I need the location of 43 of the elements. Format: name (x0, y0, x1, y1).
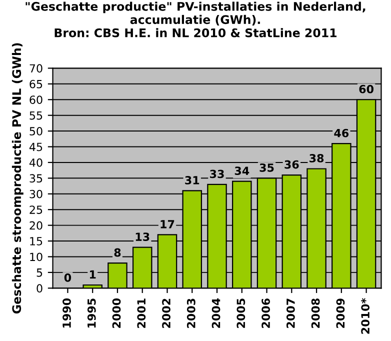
data-label: 36 (284, 160, 299, 169)
x-tick-label: 2001 (137, 298, 146, 328)
data-label: 60 (359, 84, 374, 94)
y-tick-label: 25 (30, 206, 42, 214)
y-tick-label: 60 (30, 96, 42, 104)
data-label: 17 (160, 220, 174, 228)
data-label: 8 (114, 248, 121, 257)
y-tick-label: 55 (30, 111, 42, 120)
y-tick-label: 40 (29, 158, 42, 167)
data-label: 31 (185, 176, 200, 184)
data-label: 1 (90, 270, 96, 279)
y-axis-title: Geschatte stroomproductie PV NL (GWh) (12, 43, 24, 314)
x-tick-label: 1990 (62, 298, 71, 328)
x-tick-label: 2004 (212, 298, 220, 328)
data-label: 13 (136, 232, 150, 241)
x-tick-label: 2002 (162, 298, 170, 328)
y-tick-label: 65 (30, 80, 42, 88)
y-tick-label: 70 (30, 64, 42, 73)
y-tick-label: 5 (36, 268, 42, 277)
data-label: 46 (334, 128, 349, 138)
y-tick-label: 15 (30, 237, 42, 246)
y-tick-label: 50 (30, 127, 42, 136)
x-tick-label: 2003 (186, 298, 196, 328)
y-tick-label: 0 (36, 284, 42, 293)
x-tick-label: 2006 (262, 298, 270, 328)
x-tick-label: 2010* (361, 298, 370, 334)
data-label: 35 (260, 163, 274, 172)
data-label: 34 (234, 166, 250, 175)
y-tick-label: 10 (30, 252, 42, 262)
x-tick-label: 2007 (286, 298, 295, 328)
y-tick-label: 30 (30, 190, 42, 198)
x-tick-label: 1995 (87, 298, 96, 328)
chart-title: "Geschatte productie" PV-installaties in Nederland, accumulatie (GWh). Bron: CBS H.E. in NL 2010 & StatLine 2011 (26, 2, 366, 38)
data-label: 33 (210, 170, 224, 178)
x-tick-label: 2000 (112, 298, 121, 328)
data-label: 38 (310, 154, 324, 162)
x-tick-label: 2008 (311, 298, 320, 328)
x-tick-label: 2005 (236, 298, 246, 328)
y-tick-label: 35 (30, 174, 42, 183)
y-tick-label: 45 (29, 142, 42, 152)
data-label: 0 (64, 273, 72, 282)
y-tick-label: 20 (30, 221, 42, 230)
x-tick-label: 2009 (336, 298, 345, 328)
